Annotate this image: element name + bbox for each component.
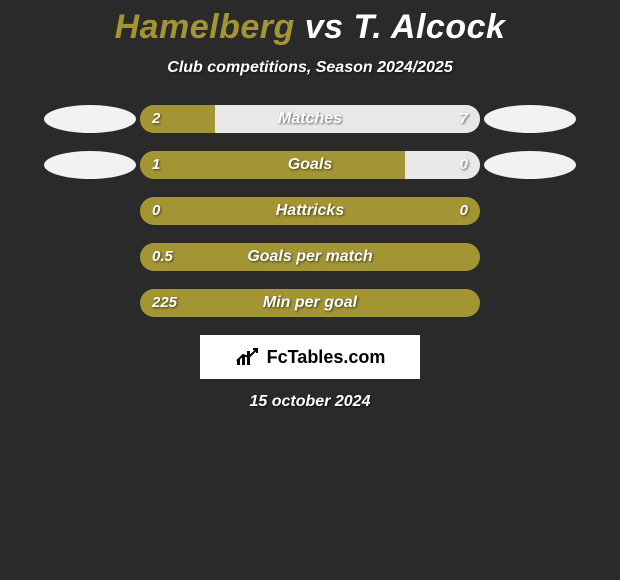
page-title: Hamelberg vs T. Alcock xyxy=(0,8,620,47)
badge-ellipse xyxy=(44,105,136,133)
stat-value-left: 225 xyxy=(152,289,177,317)
player2-name: T. Alcock xyxy=(354,8,506,46)
stat-value-left: 0.5 xyxy=(152,243,173,271)
stat-bar: 27Matches xyxy=(140,105,480,133)
site-logo: FcTables.com xyxy=(200,335,420,379)
stat-label: Hattricks xyxy=(140,197,480,225)
stat-value-left: 0 xyxy=(152,197,160,225)
stat-value-right: 0 xyxy=(460,197,468,225)
stat-bar: 0 0Hattricks xyxy=(140,197,480,225)
stat-value-left: 1 xyxy=(152,151,160,179)
club-badge-right xyxy=(480,151,580,179)
chart-icon xyxy=(235,347,261,367)
vs-text: vs xyxy=(305,8,344,46)
player1-name: Hamelberg xyxy=(115,8,295,46)
badge-ellipse xyxy=(484,151,576,179)
stat-value-right: 0 xyxy=(460,151,468,179)
badge-ellipse xyxy=(44,151,136,179)
club-badge-left xyxy=(40,105,140,133)
comparison-card: Hamelberg vs T. Alcock Club competitions… xyxy=(0,0,620,411)
subtitle: Club competitions, Season 2024/2025 xyxy=(0,59,620,77)
stat-bar: 0.5Goals per match xyxy=(140,243,480,271)
stat-row: 225Min per goal xyxy=(0,289,620,317)
stat-row: 0.5Goals per match xyxy=(0,243,620,271)
stats-rows: 27Matches10Goals00Hattricks0.5Goals per … xyxy=(0,105,620,317)
club-badge-left xyxy=(40,151,140,179)
stat-row: 10Goals xyxy=(0,151,620,179)
stat-label: Min per goal xyxy=(140,289,480,317)
badge-ellipse xyxy=(484,105,576,133)
logo-text: FcTables.com xyxy=(267,347,386,368)
bar-right-fill xyxy=(405,151,480,179)
stat-value-right: 7 xyxy=(460,105,468,133)
stat-value-left: 2 xyxy=(152,105,160,133)
stat-row: 27Matches xyxy=(0,105,620,133)
date-text: 15 october 2024 xyxy=(0,393,620,411)
stat-bar: 10Goals xyxy=(140,151,480,179)
bar-left-fill xyxy=(140,151,405,179)
stat-label: Goals per match xyxy=(140,243,480,271)
bar-right-fill xyxy=(215,105,480,133)
club-badge-right xyxy=(480,105,580,133)
stat-bar: 225Min per goal xyxy=(140,289,480,317)
stat-row: 0 0Hattricks xyxy=(0,197,620,225)
logo-wrap: FcTables.com xyxy=(0,335,620,379)
